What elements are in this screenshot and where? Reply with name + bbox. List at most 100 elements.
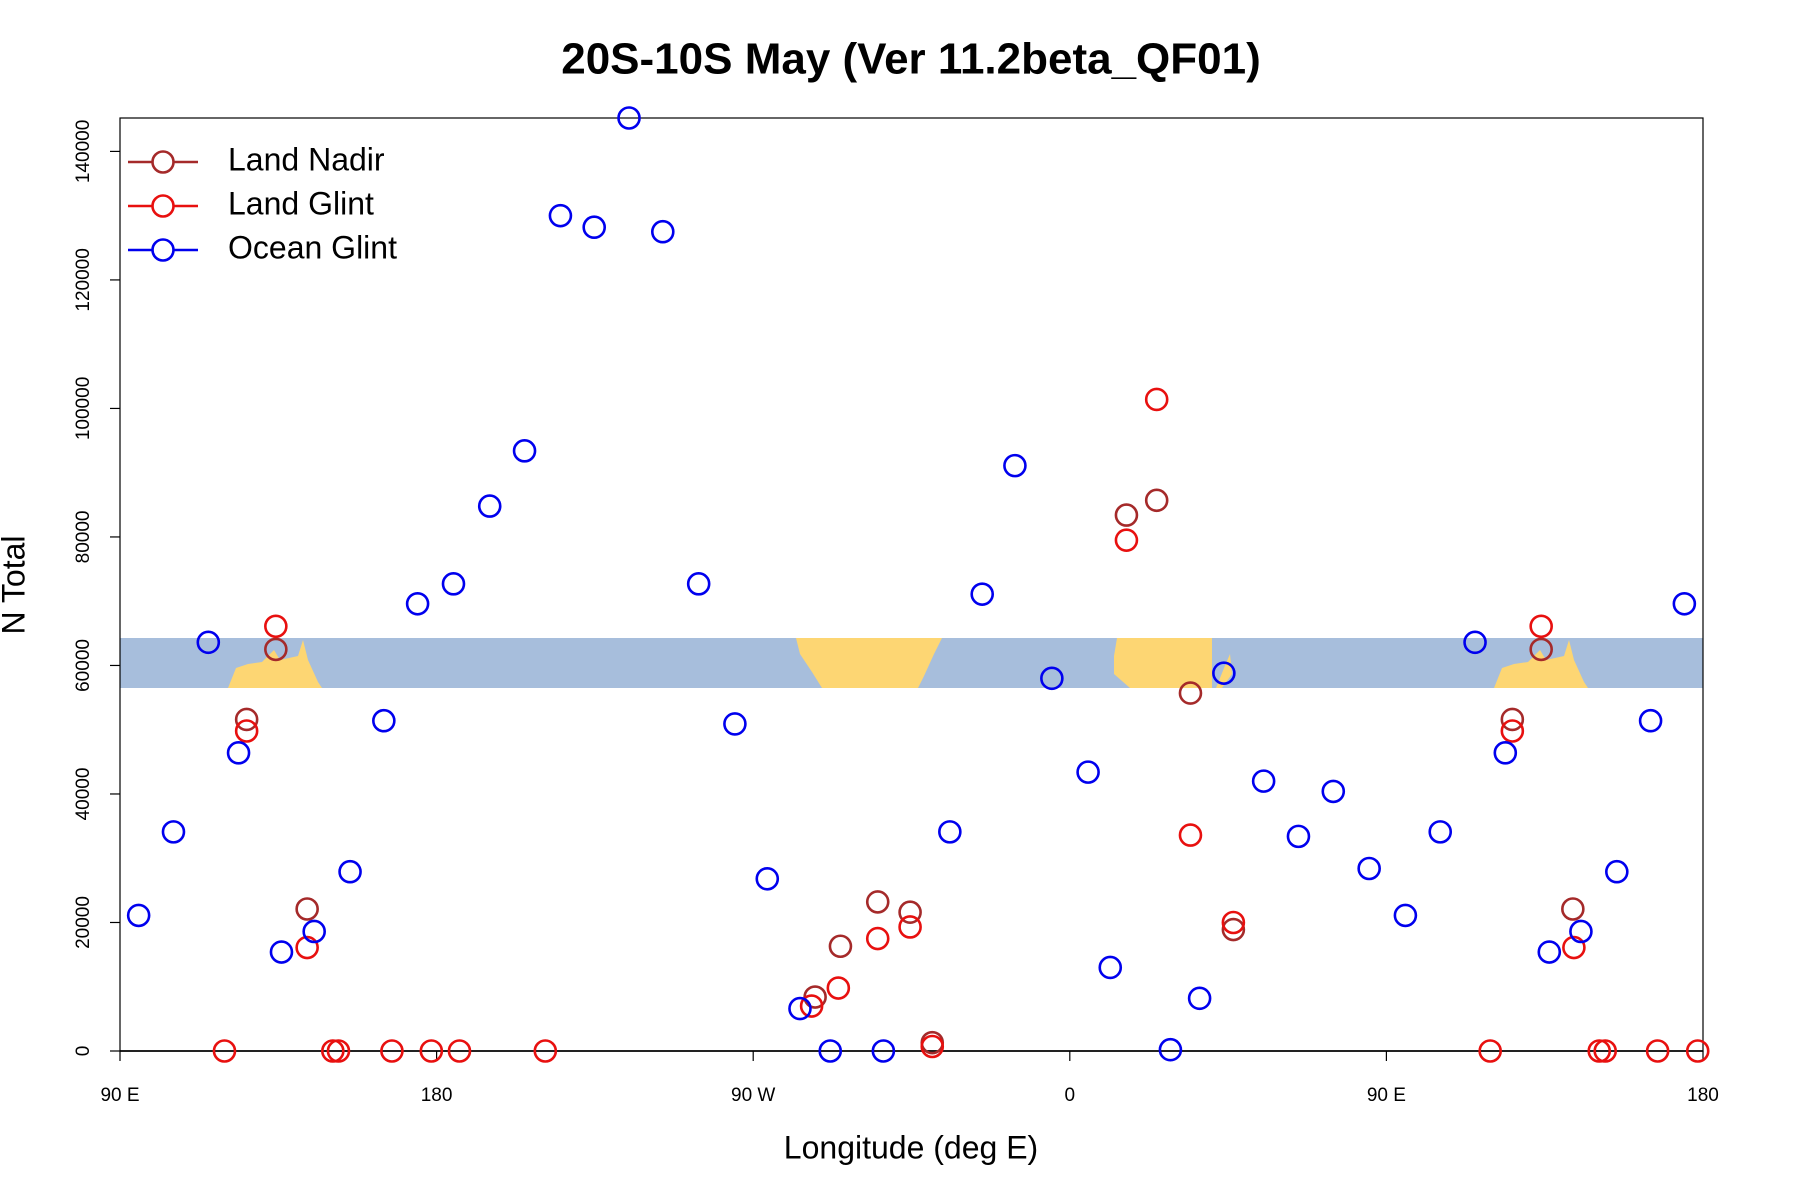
land-america	[796, 638, 942, 688]
point	[405, 591, 430, 616]
point	[372, 708, 396, 733]
point	[1158, 1037, 1183, 1062]
point	[441, 572, 466, 596]
point	[1003, 453, 1027, 478]
x-tick-label: 90 E	[100, 1085, 139, 1106]
point	[686, 572, 711, 596]
point	[269, 940, 294, 964]
legend-label: Land Nadir	[228, 141, 385, 177]
point	[617, 106, 641, 130]
y-tick-label: 40000	[73, 768, 94, 821]
point	[226, 741, 251, 765]
point	[1537, 940, 1562, 964]
point	[1114, 503, 1139, 527]
map-strip	[120, 638, 1703, 688]
point	[1144, 387, 1169, 412]
point	[1251, 769, 1276, 793]
x-axis-label: Longitude (deg E)	[784, 1129, 1038, 1165]
point	[1685, 1039, 1710, 1063]
y-axis-label: N Total	[0, 535, 31, 634]
point	[264, 637, 288, 662]
point	[212, 1039, 237, 1063]
point	[920, 1034, 945, 1059]
point	[1357, 856, 1381, 881]
point	[321, 1039, 345, 1063]
point	[1286, 824, 1311, 849]
point	[234, 707, 259, 732]
point	[1645, 1039, 1670, 1063]
point	[126, 903, 151, 928]
point	[1212, 661, 1236, 685]
point	[1321, 779, 1346, 804]
chart-title: 20S-10S May (Ver 11.2beta_QF01)	[561, 35, 1261, 84]
legend-label: Ocean Glint	[228, 229, 397, 265]
x-tick-label: 90 E	[1367, 1085, 1406, 1106]
point	[582, 215, 606, 240]
plot-frame	[119, 117, 1704, 1052]
point	[938, 820, 962, 844]
point	[533, 1039, 558, 1063]
point	[234, 719, 259, 743]
point	[865, 926, 890, 951]
point	[1529, 614, 1553, 639]
point	[898, 900, 922, 925]
legend-label: Land Glint	[228, 185, 374, 221]
land-africa	[1114, 638, 1212, 688]
point	[788, 996, 812, 1021]
point	[1114, 528, 1139, 552]
point	[1587, 1039, 1612, 1063]
point	[1500, 719, 1525, 743]
point	[380, 1039, 404, 1063]
point	[447, 1039, 472, 1063]
point	[548, 203, 573, 228]
point	[419, 1039, 444, 1063]
point	[1144, 488, 1169, 513]
point	[799, 994, 824, 1018]
y-tick-label: 20000	[73, 896, 94, 949]
point	[1178, 681, 1203, 705]
legend-marker	[151, 238, 175, 262]
point	[1638, 708, 1663, 733]
y-tick-label: 0	[73, 1046, 94, 1057]
point	[1393, 903, 1418, 928]
point	[295, 897, 319, 921]
point	[338, 859, 362, 884]
point	[1569, 919, 1593, 944]
point	[818, 1039, 843, 1063]
point	[1221, 917, 1246, 942]
point	[723, 712, 747, 736]
point	[1561, 897, 1585, 921]
point	[1040, 666, 1064, 691]
point	[295, 935, 319, 960]
x-tick-label: 180	[1687, 1085, 1719, 1106]
point	[161, 820, 186, 844]
point	[1500, 707, 1525, 732]
point	[1478, 1039, 1502, 1063]
point	[512, 439, 537, 463]
point	[264, 614, 288, 639]
point	[477, 494, 502, 518]
x-tick-label: 180	[421, 1085, 453, 1106]
point	[1098, 955, 1123, 980]
point	[1605, 859, 1629, 884]
x-tick-label: 90 W	[731, 1085, 775, 1106]
land-australia	[228, 640, 322, 688]
y-tick-label: 100000	[73, 377, 94, 440]
point	[1221, 910, 1246, 935]
x-tick-label: 0	[1065, 1085, 1076, 1106]
point	[970, 582, 995, 606]
point	[1493, 741, 1518, 765]
point	[302, 919, 326, 944]
point	[755, 866, 780, 891]
point	[1562, 935, 1586, 960]
point	[828, 934, 853, 959]
land-australia	[1494, 640, 1588, 688]
point	[865, 890, 890, 914]
legend-marker	[151, 194, 175, 218]
point	[898, 915, 922, 939]
point	[1428, 820, 1453, 844]
point	[1076, 760, 1100, 784]
y-tick-label: 60000	[73, 639, 94, 692]
point	[1529, 637, 1553, 662]
